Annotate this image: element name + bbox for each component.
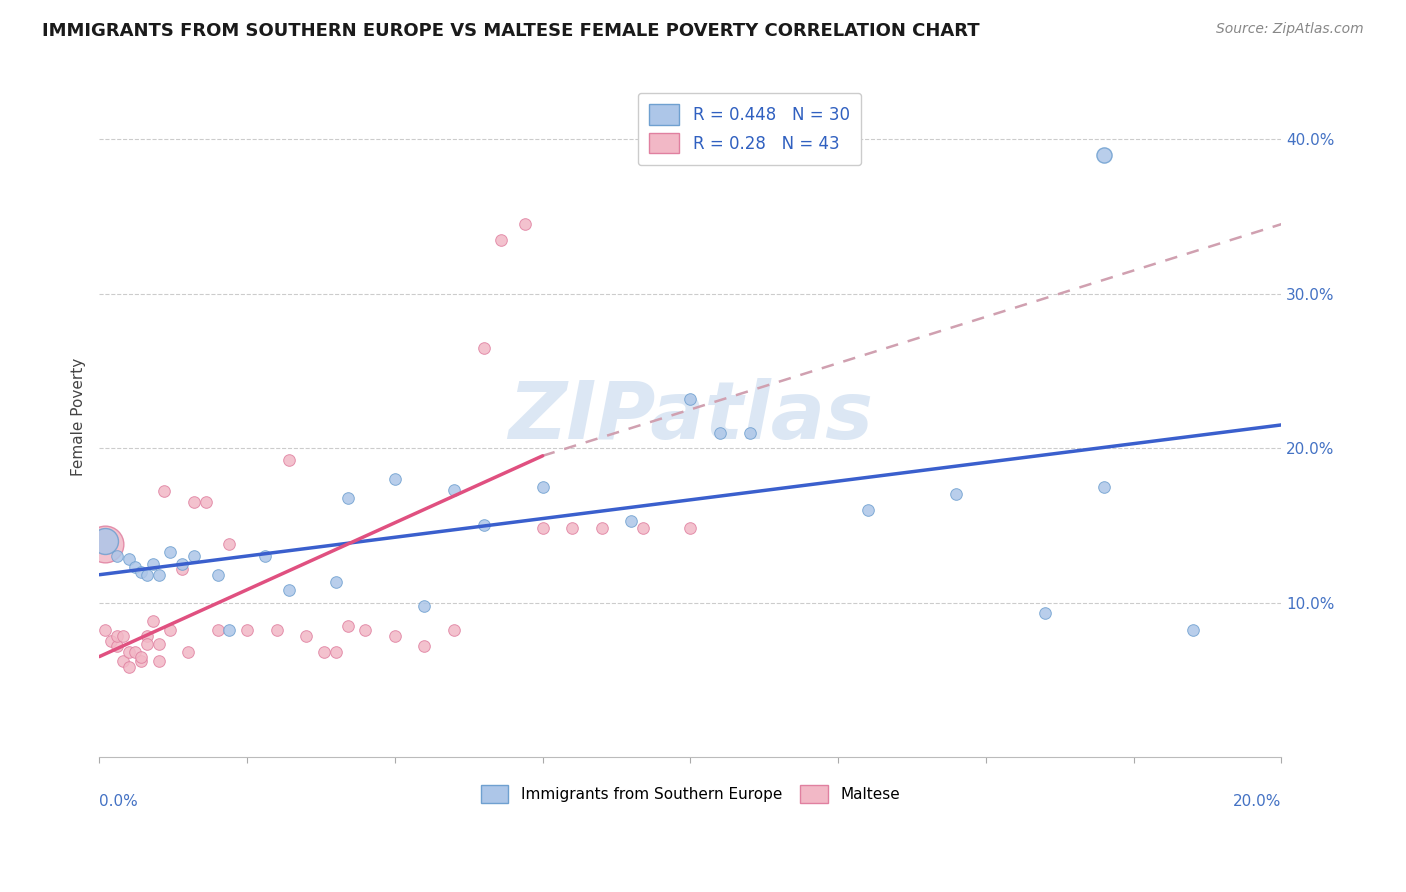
Point <box>325 645 347 659</box>
Point <box>105 549 128 564</box>
Point <box>148 637 170 651</box>
Point <box>183 549 205 564</box>
Point <box>443 624 465 638</box>
Point <box>384 472 406 486</box>
Point <box>277 453 299 467</box>
Point <box>148 567 170 582</box>
Point <box>336 491 359 505</box>
Text: ZIPatlas: ZIPatlas <box>508 378 873 456</box>
Point <box>312 645 335 659</box>
Point <box>295 630 318 644</box>
Point <box>118 552 141 566</box>
Point <box>129 565 152 579</box>
Point <box>100 634 122 648</box>
Point <box>325 575 347 590</box>
Point <box>443 483 465 497</box>
Point <box>118 645 141 659</box>
Text: 0.0%: 0.0% <box>100 794 138 809</box>
Point <box>591 521 613 535</box>
Point <box>129 654 152 668</box>
Point <box>491 233 513 247</box>
Point <box>620 514 643 528</box>
Point <box>218 537 240 551</box>
Point <box>159 544 181 558</box>
Point <box>159 624 181 638</box>
Point <box>472 518 495 533</box>
Point <box>148 654 170 668</box>
Point <box>94 533 117 548</box>
Point <box>105 630 128 644</box>
Point <box>413 639 436 653</box>
Point <box>709 425 731 440</box>
Point <box>172 557 194 571</box>
Text: 20.0%: 20.0% <box>1233 794 1281 809</box>
Point <box>153 484 176 499</box>
Point <box>194 495 217 509</box>
Point <box>679 521 702 535</box>
Point <box>413 599 436 613</box>
Text: Source: ZipAtlas.com: Source: ZipAtlas.com <box>1216 22 1364 37</box>
Point <box>112 630 135 644</box>
Point <box>135 637 157 651</box>
Point <box>561 521 583 535</box>
Point <box>531 480 554 494</box>
Point <box>105 639 128 653</box>
Point <box>135 567 157 582</box>
Point <box>1092 147 1115 161</box>
Point <box>384 630 406 644</box>
Point <box>679 392 702 406</box>
Point <box>253 549 276 564</box>
Point <box>1033 607 1056 621</box>
Point <box>856 503 879 517</box>
Point <box>94 624 117 638</box>
Text: IMMIGRANTS FROM SOUTHERN EUROPE VS MALTESE FEMALE POVERTY CORRELATION CHART: IMMIGRANTS FROM SOUTHERN EUROPE VS MALTE… <box>42 22 980 40</box>
Point <box>1092 480 1115 494</box>
Point <box>738 425 761 440</box>
Point <box>124 645 146 659</box>
Point <box>142 614 165 628</box>
Point <box>118 660 141 674</box>
Point <box>183 495 205 509</box>
Point <box>129 649 152 664</box>
Point <box>277 583 299 598</box>
Point <box>135 630 157 644</box>
Legend: Immigrants from Southern Europe, Maltese: Immigrants from Southern Europe, Maltese <box>470 774 911 814</box>
Y-axis label: Female Poverty: Female Poverty <box>72 358 86 476</box>
Point <box>124 560 146 574</box>
Point <box>354 624 377 638</box>
Point <box>266 624 288 638</box>
Point <box>472 341 495 355</box>
Point <box>336 618 359 632</box>
Point <box>142 557 165 571</box>
Point <box>218 624 240 638</box>
Point <box>207 624 229 638</box>
Point <box>236 624 259 638</box>
Point <box>177 645 200 659</box>
Point <box>1181 624 1204 638</box>
Point <box>945 487 967 501</box>
Point <box>631 521 654 535</box>
Point <box>531 521 554 535</box>
Point <box>513 217 536 231</box>
Point <box>94 537 117 551</box>
Point <box>172 561 194 575</box>
Point <box>207 567 229 582</box>
Point <box>112 654 135 668</box>
